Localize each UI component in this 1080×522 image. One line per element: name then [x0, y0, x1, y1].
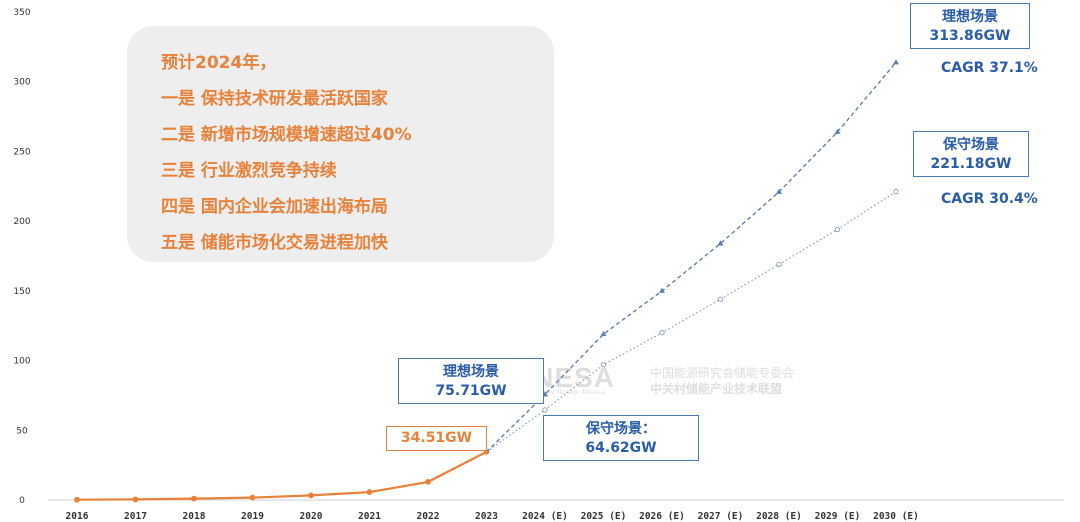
forecast-notes-panel: 预计2024年， 一是 保持技术研发最活跃国家 二是 新增市场规模增速超过40%… — [127, 26, 554, 262]
ideal-2024-value: 75.71GW — [435, 383, 507, 399]
data-point-historical — [191, 495, 197, 502]
x-tick-label: 2017 — [124, 511, 147, 522]
ideal-2024-callout: 理想场景 75.71GW — [398, 358, 544, 404]
x-tick-label: 2027 (E) — [698, 511, 744, 522]
y-tick-label: 300 — [13, 78, 30, 88]
data-point-ideal — [834, 128, 841, 134]
x-tick-label: 2024 (E) — [522, 511, 568, 522]
note-line-2: 二是 新增市场规模增速超过40% — [161, 125, 412, 145]
data-point-conservative — [717, 296, 724, 302]
conservative-2030-callout: 保守场景 221.18GW — [913, 131, 1029, 177]
historical-2023-value: 34.51GW — [400, 430, 473, 446]
note-line-4: 四是 国内企业会加速出海布局 — [161, 197, 388, 217]
data-point-historical — [74, 496, 80, 503]
note-line-3: 三是 行业激烈竞争持续 — [161, 161, 337, 181]
conservative-2024-value: 64.62GW — [585, 440, 657, 456]
y-tick-label: 0 — [19, 496, 25, 506]
x-tick-label: 2019 — [241, 511, 264, 522]
x-tick-label: 2025 (E) — [581, 511, 627, 522]
conservative-2024-callout: 保守场景： 64.62GW — [543, 415, 699, 461]
x-tick-label: 2029 (E) — [815, 511, 861, 522]
x-tick-label: 2030 (E) — [873, 511, 919, 522]
data-point-conservative — [893, 188, 899, 195]
x-tick-label: 2026 (E) — [639, 511, 685, 522]
x-tick-label: 2022 — [417, 511, 440, 522]
note-line-1: 一是 保持技术研发最活跃国家 — [161, 89, 388, 109]
y-tick-label: 150 — [13, 287, 30, 297]
y-tick-label: 50 — [16, 426, 28, 436]
series-layer — [74, 59, 899, 503]
conservative-2030-label: 保守场景 — [943, 137, 999, 153]
data-point-conservative — [600, 362, 607, 368]
ideal-2030-label: 理想场景 — [942, 9, 998, 25]
data-point-conservative — [659, 329, 665, 336]
watermark-cn-line-1: 中国能源研究会储能专委会 — [650, 366, 795, 380]
ideal-2030-callout: 理想场景 313.86GW — [910, 3, 1030, 49]
historical-2023-callout: 34.51GW — [386, 426, 487, 451]
conservative-2024-label: 保守场景： — [586, 421, 656, 437]
ideal-2030-value: 313.86GW — [929, 28, 1011, 44]
data-point-historical — [132, 496, 139, 503]
data-point-conservative — [542, 407, 548, 413]
x-axis: 2016 2017 2018 2019 2020 2021 2022 2023 2024 (E)… — [48, 499, 1064, 522]
conservative-cagr: CAGR 30.4% — [941, 191, 1038, 207]
x-tick-label: 2021 — [358, 511, 381, 522]
data-point-conservative — [776, 261, 782, 268]
y-axis: 0 50 100 150 200 250 300 350 — [13, 8, 30, 506]
ideal-2024-label: 理想场景 — [443, 364, 499, 380]
x-tick-label: 2020 — [300, 511, 323, 522]
data-point-historical — [366, 489, 373, 495]
x-tick-label: 2018 — [183, 511, 206, 522]
data-point-historical — [249, 494, 256, 501]
data-point-historical — [308, 492, 314, 499]
note-line-5: 五是 储能市场化交易进程加快 — [161, 233, 388, 253]
series-line-historical — [76, 450, 488, 501]
data-point-ideal — [776, 188, 782, 194]
series-line-ideal — [486, 61, 897, 453]
data-point-conservative — [834, 226, 841, 233]
x-tick-label: 2016 — [66, 511, 89, 522]
y-tick-label: 250 — [13, 147, 30, 157]
conservative-2030-value: 221.18GW — [930, 156, 1012, 172]
ideal-cagr: CAGR 37.1% — [941, 60, 1038, 76]
x-tick-label: 2028 (E) — [756, 511, 802, 522]
data-point-historical — [425, 478, 431, 485]
data-point-ideal — [893, 59, 899, 65]
watermark-cn-line-2: 中关村储能产业技术联盟 — [650, 382, 783, 396]
x-tick-label: 2023 — [475, 511, 498, 522]
notes-title: 预计2024年， — [161, 53, 277, 73]
series-line-conservative — [486, 191, 897, 453]
data-point-ideal — [717, 240, 724, 246]
watermark: CNESA China Energy Storage Alliance 中国能源… — [512, 362, 795, 398]
data-point-ideal — [600, 330, 607, 337]
data-point-ideal — [659, 287, 665, 293]
watermark-subtitle: China Energy Storage Alliance — [514, 389, 605, 396]
y-tick-label: 350 — [13, 8, 30, 18]
y-tick-label: 200 — [13, 217, 30, 227]
y-tick-label: 100 — [13, 357, 30, 367]
